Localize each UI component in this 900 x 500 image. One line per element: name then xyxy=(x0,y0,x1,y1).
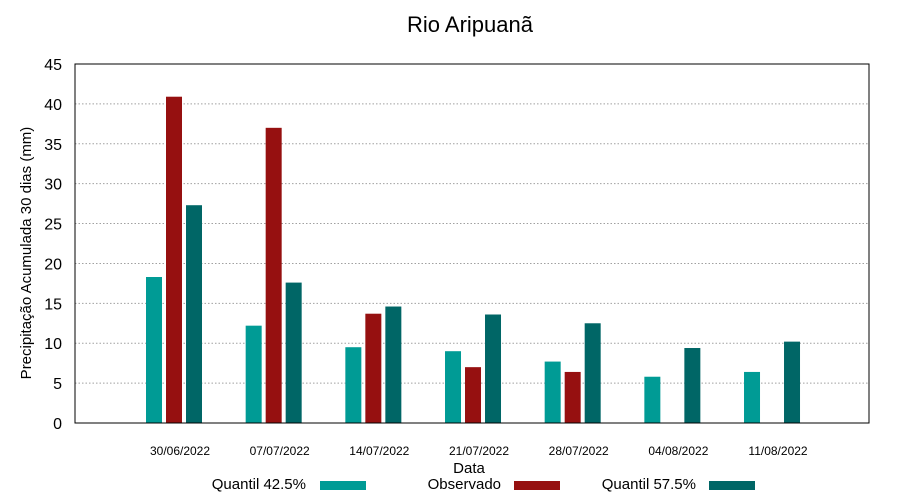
x-axis-label: Data xyxy=(453,460,485,477)
gridlines xyxy=(75,103,869,384)
x-tick-label: 04/08/2022 xyxy=(648,444,708,458)
bar-quantil-42-5--0 xyxy=(146,277,162,423)
y-tick-label: 40 xyxy=(44,97,62,114)
bar-quantil-42-5--1 xyxy=(245,325,262,423)
bar-observado-2 xyxy=(365,313,382,423)
y-axis-ticks: 0 5 10 15 20 25 30 35 40 45 xyxy=(44,57,62,433)
bar-quantil-57-5--1 xyxy=(285,282,302,423)
y-axis-label: Precipitação Acumulada 30 dias (mm) xyxy=(18,127,35,380)
bar-quantil-42-5--6 xyxy=(744,371,761,423)
x-tick-label: 14/07/2022 xyxy=(349,444,409,458)
bar-quantil-42-5--3 xyxy=(445,351,462,423)
y-tick-label: 15 xyxy=(44,296,62,313)
bar-quantil-42-5--5 xyxy=(644,376,661,423)
bar-observado-4 xyxy=(564,371,581,423)
y-tick-label: 0 xyxy=(53,416,62,433)
bar-quantil-42-5--2 xyxy=(345,347,362,423)
legend-swatch xyxy=(320,481,366,490)
y-tick-label: 5 xyxy=(53,376,62,393)
x-tick-label: 07/07/2022 xyxy=(250,444,310,458)
y-tick-label: 30 xyxy=(44,177,62,194)
x-tick-label: 11/08/2022 xyxy=(748,444,807,458)
y-tick-label: 20 xyxy=(44,256,62,273)
x-tick-label: 28/07/2022 xyxy=(549,444,609,458)
plot-frame xyxy=(74,63,870,424)
y-tick-label: 10 xyxy=(44,336,62,353)
legend-swatch xyxy=(514,481,560,490)
legend: Quantil 42.5% Observado Quantil 57.5% xyxy=(212,476,755,493)
y-tick-label: 35 xyxy=(44,137,62,154)
legend-label: Quantil 57.5% xyxy=(602,476,696,493)
x-tick-label: 30/06/2022 xyxy=(150,444,210,458)
bar-observado-3 xyxy=(465,367,482,423)
bar-quantil-57-5--0 xyxy=(186,205,202,423)
legend-label: Observado xyxy=(428,476,501,493)
chart-title: Rio Aripuanã xyxy=(407,12,534,37)
bar-quantil-42-5--4 xyxy=(544,361,561,423)
y-tick-label: 45 xyxy=(44,57,62,74)
bar-quantil-57-5--2 xyxy=(385,306,402,423)
bar-observado-0 xyxy=(166,96,182,423)
y-tick-label: 25 xyxy=(44,217,62,234)
bar-quantil-57-5--4 xyxy=(584,323,601,423)
x-axis-ticks: 30/06/2022 07/07/2022 14/07/2022 21/07/2022… xyxy=(150,444,808,458)
legend-swatch xyxy=(709,481,755,490)
bar-quantil-57-5--5 xyxy=(684,348,701,423)
legend-label: Quantil 42.5% xyxy=(212,476,306,493)
x-tick-label: 21/07/2022 xyxy=(449,444,509,458)
bars xyxy=(146,96,801,424)
bar-observado-1 xyxy=(265,127,282,424)
bar-quantil-57-5--6 xyxy=(784,341,801,423)
bar-quantil-57-5--3 xyxy=(485,314,502,423)
